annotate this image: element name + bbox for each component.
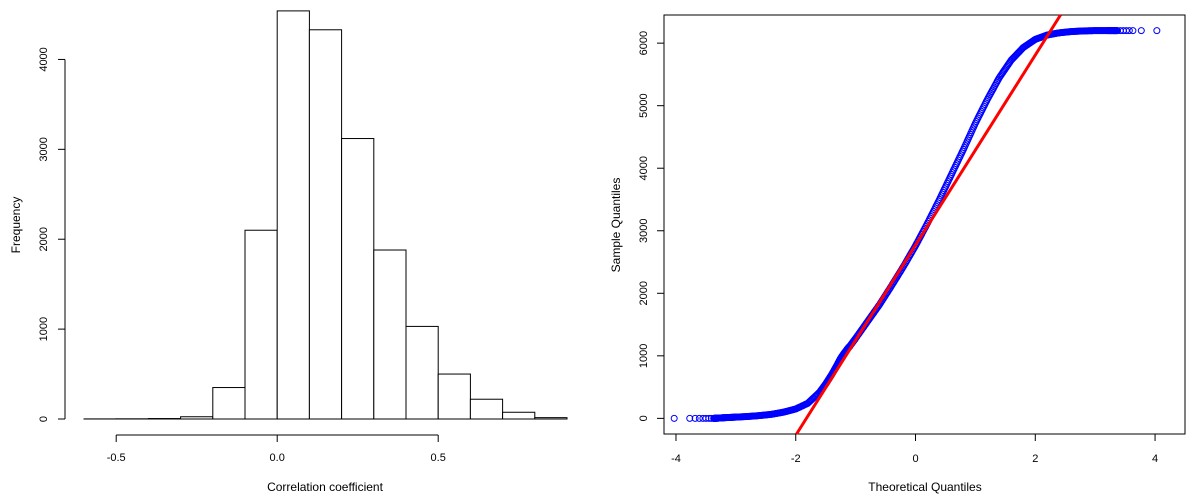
qq-y-tick-label: 2000: [638, 281, 650, 305]
qq-x-tick-label: 0: [912, 453, 918, 465]
qq-y-tick-label: 1000: [638, 344, 650, 368]
qq-y-tick-label: 4000: [638, 156, 650, 180]
qq-plot-x-axis: -4 -2 0 2 4: [671, 434, 1158, 465]
qq-point: [1122, 27, 1130, 35]
histogram-y-tick-label: 4000: [38, 47, 50, 71]
histogram-y-tick-label: 2000: [38, 227, 50, 251]
histogram-bar: [244, 229, 278, 420]
histogram-bar: [437, 373, 471, 420]
histogram-bar: [341, 138, 375, 420]
histogram-bar: [534, 417, 568, 420]
qq-y-tick-label: 0: [638, 415, 650, 421]
histogram-y-tick-label: 1000: [38, 317, 50, 341]
qq-x-tick-label: -2: [791, 453, 801, 465]
qq-point: [695, 414, 703, 422]
qq-plot-reference-line: [795, 14, 1062, 435]
histogram-bar: [276, 10, 310, 420]
histogram-x-axis: -0.5 0.0 0.5: [107, 434, 446, 464]
histogram-y-axis: 0 1000 2000 3000 4000: [38, 47, 66, 422]
histogram-bar: [502, 411, 536, 420]
qq-point: [1137, 27, 1145, 35]
histogram-y-axis-label: Frequency: [9, 197, 23, 254]
histogram-y-tick-label: 3000: [38, 137, 50, 161]
qq-point: [702, 414, 710, 422]
qq-plot-x-axis-label: Theoretical Quantiles: [868, 480, 981, 494]
qq-point: [670, 414, 678, 422]
histogram-x-axis-label: Correlation coefficient: [267, 480, 384, 494]
qq-point: [1153, 27, 1161, 35]
qq-y-tick-label: 6000: [638, 31, 650, 55]
histogram-bars: [83, 10, 568, 420]
histogram-bar: [405, 325, 439, 420]
qq-reference-line: [795, 14, 1062, 435]
qq-plot-y-axis: 0 1000 2000 3000 4000 5000 6000: [638, 31, 664, 421]
histogram-bar: [373, 249, 407, 420]
histogram-bar: [212, 387, 246, 420]
qq-plot-points: [670, 27, 1161, 422]
histogram-y-tick-label: 0: [38, 416, 50, 422]
qq-point: [686, 414, 694, 422]
qq-point: [691, 414, 699, 422]
qq-x-tick-label: 4: [1152, 453, 1158, 465]
histogram-bar: [469, 398, 504, 420]
qq-plot-frame: [663, 14, 1186, 435]
histogram-x-tick-label: 0.0: [270, 452, 285, 464]
histogram-x-tick-label: 0.5: [431, 452, 446, 464]
qq-x-tick-label: -4: [671, 453, 681, 465]
qq-plot-chart: -4 -2 0 2 4 0 1000 2000 3000 4000 5000 6000 Theore…: [609, 14, 1186, 494]
qq-y-tick-label: 5000: [638, 93, 650, 117]
histogram-bar: [308, 29, 343, 420]
qq-plot-y-axis-label: Sample Quantiles: [609, 178, 623, 273]
qq-y-tick-label: 3000: [638, 219, 650, 243]
histogram-chart: -0.5 0.0 0.5 0 1000 2000 3000 4000 Correlation…: [9, 10, 568, 494]
qq-point: [1125, 27, 1133, 35]
histogram-bar: [180, 416, 214, 420]
histogram-x-tick-label: -0.5: [107, 452, 126, 464]
qq-x-tick-label: 2: [1032, 453, 1038, 465]
qq-point: [1129, 27, 1137, 35]
